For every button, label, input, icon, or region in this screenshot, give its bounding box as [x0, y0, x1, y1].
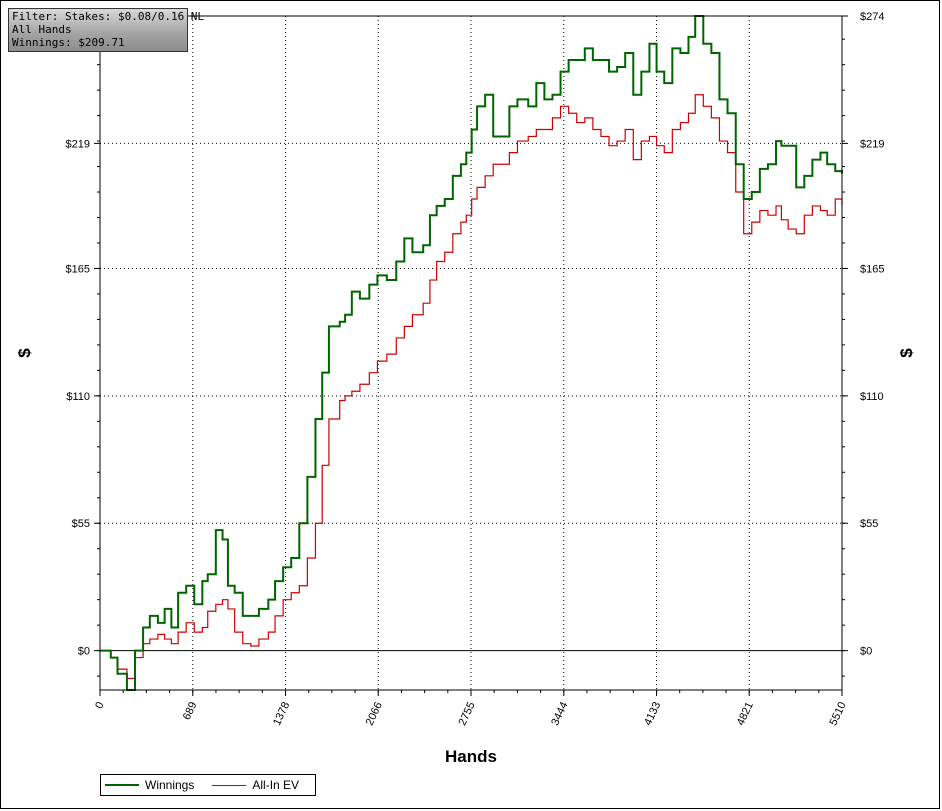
x-tick-label: 4133: [642, 700, 663, 727]
x-tick-label: 689: [181, 700, 200, 722]
grid: [100, 16, 842, 690]
x-tick-label: 4821: [735, 700, 756, 727]
hands-label: All Hands: [12, 23, 72, 36]
legend-item-all-in-ev: All-In EV: [212, 778, 299, 792]
series-all-in-ev-line: [100, 94, 843, 680]
legend: Winnings All-In EV: [100, 774, 316, 796]
legend-item-winnings: Winnings: [105, 778, 194, 792]
y-tick-label-right: $55: [860, 518, 878, 530]
x-tick-label: 3444: [549, 700, 570, 727]
y-tick-label-left: $0: [78, 646, 90, 658]
filter-info-box: Filter: Stakes: $0.08/0.16 NL All Hands …: [8, 8, 205, 52]
x-axis-title: Hands: [445, 747, 497, 766]
x-tick-label: 5510: [827, 700, 848, 727]
x-axis: 0 689 1378 2066 2755 3444 4133 4821 5510: [93, 690, 849, 727]
y-tick-label-right: $165: [860, 263, 884, 275]
series-layer: [100, 15, 843, 691]
legend-label-winnings: Winnings: [145, 778, 195, 792]
y-tick-label-right: $274: [860, 11, 884, 23]
y-tick-label-right: $219: [860, 138, 884, 150]
filter-label: Filter: Stakes: $0.08/0.16 NL: [12, 10, 205, 23]
x-tick-label: 2066: [364, 700, 385, 727]
y-tick-label-left: $110: [66, 391, 90, 403]
y-axis-right: $0 $55 $110 $165 $219 $274: [842, 11, 884, 658]
y-axis-left-title: $: [15, 348, 34, 358]
x-tick-label: 1378: [271, 700, 292, 727]
y-tick-label-right: $110: [860, 391, 884, 403]
legend-swatch-all-in-ev: [212, 784, 247, 786]
y-tick-label-left: $55: [72, 518, 90, 530]
y-tick-label-left: $165: [66, 263, 90, 275]
series-winnings-line: [100, 15, 843, 691]
y-tick-label-right: $0: [860, 646, 872, 658]
y-tick-label-left: $219: [66, 138, 90, 150]
y-axis-right-title: $: [897, 348, 916, 358]
legend-label-all-in-ev: All-In EV: [252, 778, 300, 792]
legend-swatch-winnings: [105, 784, 139, 786]
x-tick-label: 0: [93, 700, 106, 711]
winnings-total-label: Winnings: $209.71: [12, 36, 125, 49]
y-axis-left: $0$55$110$165$219$274: [66, 11, 100, 658]
x-tick-label: 2755: [456, 700, 477, 727]
